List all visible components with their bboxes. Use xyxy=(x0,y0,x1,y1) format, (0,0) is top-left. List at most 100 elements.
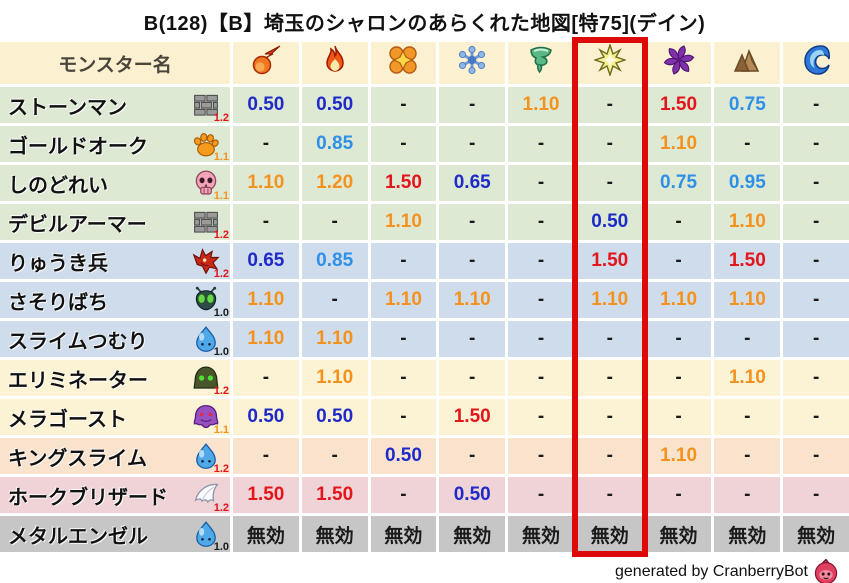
resist-value-cell: - xyxy=(301,204,368,240)
insect-icon: 1.0 xyxy=(192,286,229,318)
resist-value-cell: 1.10 xyxy=(233,321,299,357)
snowflake-icon xyxy=(456,44,488,82)
monster-name: さそりばち xyxy=(8,291,108,314)
resist-value-cell: - xyxy=(783,321,849,357)
resist-value-cell: 0.75 xyxy=(645,165,712,201)
resist-value-cell: - xyxy=(783,87,849,123)
resist-value-cell: - xyxy=(508,321,574,357)
monster-multiplier: 1.1 xyxy=(213,190,229,201)
resist-value-cell: - xyxy=(508,399,574,435)
monster-row-name: さそりばち 1.0 xyxy=(0,282,230,318)
resist-value-cell: 0.65 xyxy=(439,165,506,201)
slime-icon: 1.0 xyxy=(192,325,229,357)
dragon-icon: 1.2 xyxy=(192,247,229,279)
lightning-star-icon xyxy=(592,42,627,82)
monster-multiplier: 1.2 xyxy=(213,112,229,123)
resist-value-cell: 1.50 xyxy=(439,399,506,435)
resist-value-cell: - xyxy=(439,204,506,240)
resist-value-cell: - xyxy=(301,438,368,474)
resist-value-cell: - xyxy=(508,282,574,318)
monster-name: しのどれい xyxy=(8,174,108,197)
monster-row-name: ストーンマン 1.2 xyxy=(0,87,230,123)
resist-value-cell: 0.95 xyxy=(714,165,781,201)
resist-value-cell: 1.50 xyxy=(301,477,368,513)
resist-value-cell: - xyxy=(783,477,849,513)
element-column-header xyxy=(301,42,368,84)
tornado-icon xyxy=(525,44,557,82)
resist-value-cell: - xyxy=(576,399,643,435)
monster-multiplier: 1.2 xyxy=(213,502,229,513)
resist-value-cell: - xyxy=(233,126,299,162)
element-column-header xyxy=(439,42,506,84)
resist-value-cell: - xyxy=(301,282,368,318)
monster-name: スライムつむり xyxy=(8,330,148,353)
resist-value-cell: 0.50 xyxy=(301,399,368,435)
resist-value-cell: - xyxy=(783,438,849,474)
resist-value-cell: - xyxy=(783,399,849,435)
resist-value-cell: - xyxy=(439,243,506,279)
monster-name: メタルエンゼル xyxy=(8,525,148,548)
resist-value-cell: 1.10 xyxy=(714,360,781,396)
monster-multiplier: 1.1 xyxy=(213,424,229,435)
resist-value-cell: - xyxy=(439,438,506,474)
monster-multiplier: 1.2 xyxy=(213,463,229,474)
resist-value-cell: 0.75 xyxy=(714,87,781,123)
skull-icon: 1.1 xyxy=(192,169,229,201)
resist-value-cell: 1.10 xyxy=(370,282,437,318)
element-column-header xyxy=(576,42,643,84)
resist-value-cell: - xyxy=(508,360,574,396)
resist-value-cell: - xyxy=(714,438,781,474)
resist-value-cell: - xyxy=(576,477,643,513)
footer: generated by CranberryBot xyxy=(0,559,849,583)
monster-name-header: モンスター名 xyxy=(0,42,230,84)
element-column-header xyxy=(714,42,781,84)
monster-row-name: デビルアーマー 1.2 xyxy=(0,204,230,240)
resist-value-cell: - xyxy=(576,438,643,474)
resist-value-cell: 1.10 xyxy=(576,282,643,318)
resist-value-cell: - xyxy=(714,399,781,435)
resist-value-cell: - xyxy=(233,360,299,396)
resist-value-cell: 無効 xyxy=(370,516,437,552)
resist-value-cell: - xyxy=(508,438,574,474)
resist-value-cell: - xyxy=(783,360,849,396)
resist-value-cell: - xyxy=(370,360,437,396)
resist-value-cell: - xyxy=(233,204,299,240)
resist-value-cell: 1.50 xyxy=(714,243,781,279)
resist-value-cell: 0.85 xyxy=(301,126,368,162)
resist-value-cell: - xyxy=(508,165,574,201)
monster-name: ストーンマン xyxy=(8,96,127,119)
monster-row-name: エリミネーター 1.2 xyxy=(0,360,230,396)
resist-value-cell: - xyxy=(576,360,643,396)
resist-value-cell: - xyxy=(783,282,849,318)
monster-multiplier: 1.2 xyxy=(213,385,229,396)
monster-row-name: メラゴースト 1.1 xyxy=(0,399,230,435)
monster-multiplier: 1.1 xyxy=(213,151,229,162)
resist-value-cell: 無効 xyxy=(714,516,781,552)
monster-multiplier: 1.2 xyxy=(213,268,229,279)
resist-value-cell: - xyxy=(370,126,437,162)
resist-value-cell: - xyxy=(508,477,574,513)
page-title: B(128)【B】埼玉のシャロンのあらくれた地図[特75](デイン) xyxy=(143,13,706,35)
resist-value-cell: - xyxy=(576,165,643,201)
resist-value-cell: 1.10 xyxy=(439,282,506,318)
resist-value-cell: 1.50 xyxy=(645,87,712,123)
resist-value-cell: - xyxy=(508,204,574,240)
monster-row-name: りゅうき兵 1.2 xyxy=(0,243,230,279)
resist-value-cell: 0.50 xyxy=(439,477,506,513)
resist-value-cell: - xyxy=(370,399,437,435)
resist-value-cell: 0.85 xyxy=(301,243,368,279)
resist-value-cell: 0.65 xyxy=(233,243,299,279)
resist-value-cell: - xyxy=(439,126,506,162)
resist-value-cell: - xyxy=(439,321,506,357)
resist-value-cell: - xyxy=(783,243,849,279)
monster-name: デビルアーマー xyxy=(8,213,147,236)
resist-value-cell: 無効 xyxy=(645,516,712,552)
monster-multiplier: 1.0 xyxy=(213,346,229,357)
water-wave-icon xyxy=(800,44,832,82)
resist-value-cell: - xyxy=(714,321,781,357)
resist-value-cell: 1.10 xyxy=(645,282,712,318)
element-column-header xyxy=(508,42,574,84)
monster-name: キングスライム xyxy=(8,447,147,470)
resist-value-cell: - xyxy=(783,204,849,240)
